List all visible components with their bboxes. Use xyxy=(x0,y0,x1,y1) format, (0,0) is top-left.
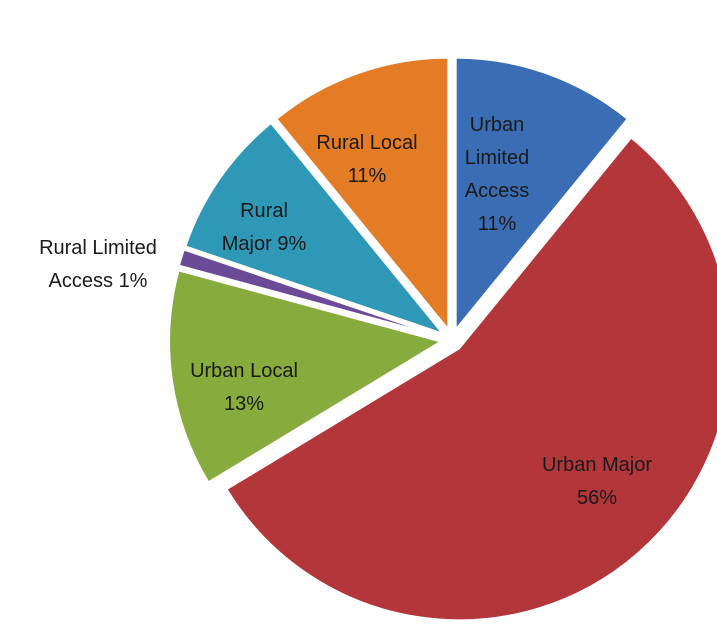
pie-slice xyxy=(177,248,442,338)
data-label: Urban Major 56% xyxy=(517,449,677,515)
data-label: Urban Limited Access 11% xyxy=(452,109,542,241)
value-label: 1% xyxy=(118,270,148,292)
pie-slice xyxy=(168,269,444,484)
pie-slice xyxy=(225,136,717,622)
pie-slice xyxy=(454,56,630,333)
category-label: Urban Major xyxy=(541,454,653,476)
category-label: Rural Major xyxy=(221,200,288,255)
value-label: 11% xyxy=(477,213,517,235)
category-label: Urban Limited Access xyxy=(464,114,530,202)
category-label: Rural Limited Access xyxy=(39,237,157,292)
value-label: 56% xyxy=(576,487,618,509)
data-label: Rural Local 11% xyxy=(297,127,437,193)
data-label: Rural Limited Access 1% xyxy=(23,232,173,298)
data-label: Rural Major 9% xyxy=(217,195,312,261)
category-label: Rural Local xyxy=(316,132,418,154)
value-label: 13% xyxy=(223,393,265,415)
category-label: Urban Local xyxy=(190,360,298,382)
value-label: 11% xyxy=(347,165,387,187)
pie-slice xyxy=(274,56,450,333)
pie-slice xyxy=(184,121,446,336)
value-label: 9% xyxy=(277,233,307,255)
data-label: Urban Local 13% xyxy=(164,355,324,421)
